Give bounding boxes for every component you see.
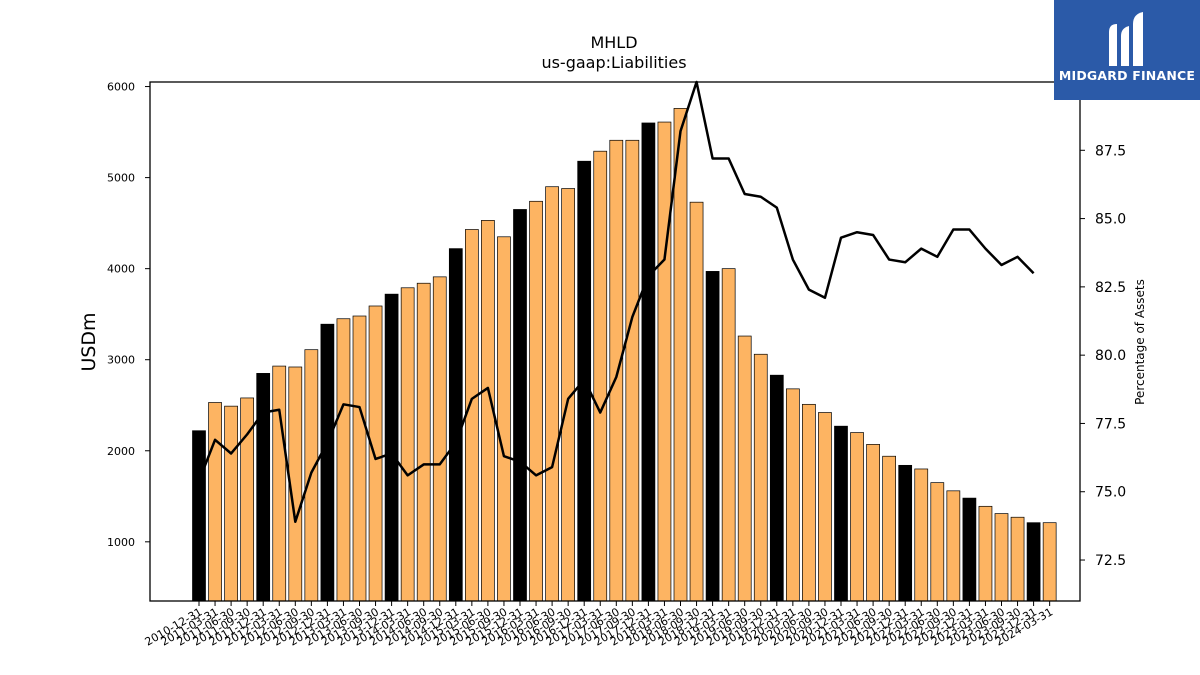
bar (834, 425, 848, 602)
bar (192, 430, 206, 602)
series-line (197, 80, 1035, 524)
bar (641, 122, 656, 602)
bar (914, 468, 929, 602)
chart-subtitle: us-gaap:Liabilities (541, 53, 686, 72)
bar (1042, 522, 1057, 602)
y2-tick-label: 85.0 (1095, 212, 1126, 228)
y2-tick-label: 75.0 (1095, 485, 1126, 501)
bar (224, 405, 238, 602)
bar (513, 209, 527, 602)
bar (657, 121, 672, 602)
bar (593, 150, 608, 602)
y-tick-label: 4000 (107, 263, 135, 276)
bar (465, 229, 479, 602)
y-axis-right: 72.5 75.0 77.5 80.0 82.5 85.0 87.5 (1080, 143, 1126, 569)
bar (994, 513, 1009, 602)
bar (448, 248, 463, 602)
y-tick-label: 3000 (107, 354, 135, 367)
y2-tick-label: 72.5 (1095, 553, 1126, 569)
bar (673, 108, 688, 602)
bar (320, 323, 335, 602)
bar (737, 335, 752, 602)
bar (497, 236, 511, 602)
y-axis-left: 1000 2000 3000 4000 5000 6000 (107, 81, 150, 549)
y-axis-label: USDm (78, 312, 100, 371)
bar (818, 412, 832, 602)
logo: MIDGARD FINANCE (1054, 0, 1200, 100)
bars-layer (192, 108, 1057, 602)
bar (898, 464, 913, 602)
bar (529, 200, 543, 602)
bar (609, 139, 624, 602)
bar (721, 268, 736, 602)
plot-frame (149, 81, 1081, 602)
bar (785, 388, 800, 602)
bar (336, 318, 351, 602)
bar (850, 432, 864, 602)
logo-icon (1109, 12, 1143, 66)
bar (416, 282, 431, 602)
bar (930, 482, 945, 602)
y2-tick-label: 82.5 (1095, 280, 1126, 296)
bar (208, 402, 222, 602)
bar (689, 201, 704, 602)
bar (256, 373, 271, 602)
bar (368, 305, 383, 602)
bar (352, 315, 367, 602)
bar (802, 403, 816, 602)
y2-axis-label: Percentage of Assets (1133, 279, 1147, 405)
y-tick-label: 1000 (107, 536, 135, 549)
bar (272, 365, 287, 602)
line-layer (197, 80, 1035, 524)
bar (432, 276, 447, 602)
chart-title: MHLD (590, 33, 637, 52)
bar (400, 287, 415, 602)
y-tick-label: 6000 (107, 81, 135, 94)
x-axis: 2010-12-312011-03-312011-06-302011-09-30… (143, 601, 1055, 649)
bar (753, 353, 768, 602)
bar (866, 444, 880, 602)
y2-tick-label: 87.5 (1095, 143, 1126, 159)
bar (705, 271, 720, 602)
bar (946, 490, 961, 602)
y2-tick-label: 77.5 (1095, 416, 1126, 432)
bar (769, 374, 784, 602)
bar (882, 455, 897, 602)
bar (1010, 516, 1025, 602)
y-tick-label: 5000 (107, 172, 135, 185)
y2-tick-label: 80.0 (1095, 348, 1126, 364)
bar (625, 139, 640, 602)
bar (978, 505, 993, 602)
logo-text: MIDGARD FINANCE (1058, 68, 1196, 83)
bar (962, 497, 977, 602)
bar (384, 293, 399, 602)
bar (1026, 522, 1041, 602)
y-tick-label: 2000 (107, 445, 135, 458)
bar (545, 186, 559, 602)
